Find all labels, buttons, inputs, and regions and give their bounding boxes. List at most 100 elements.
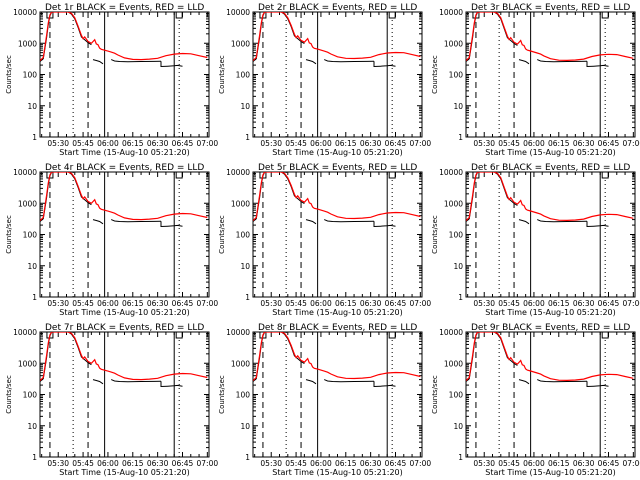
events-series-segment [373, 61, 396, 68]
x-tick-label: 05:45 [72, 299, 94, 308]
y-tick-label: 10000 [13, 168, 37, 177]
y-axis-title: Counts/sec [218, 55, 226, 94]
panel-title: Det 4r BLACK = Events, RED = LLD [45, 163, 204, 173]
panel-1: Det 1r BLACK = Events, RED = LLD 1 10 100 10… [5, 3, 218, 157]
x-axis-title: Start Time (15-Aug-10 05:21:20) [485, 148, 616, 157]
lld-series-line [466, 332, 634, 382]
panel-4: Det 4r BLACK = Events, RED = LLD 1 10 100 10… [5, 163, 218, 317]
top-marker [388, 171, 396, 179]
y-axis-title: Counts/sec [5, 375, 13, 414]
top-marker [601, 171, 609, 179]
x-axis-title: Start Time (15-Aug-10 05:21:20) [485, 468, 616, 477]
x-tick-label: 06:15 [122, 459, 144, 468]
x-tick-label: 05:30 [260, 459, 282, 468]
lld-series-line [253, 172, 421, 221]
y-tick-label: 1000 [18, 199, 37, 208]
events-series-line [466, 172, 518, 222]
x-tick-label: 05:30 [473, 139, 495, 148]
panel-5: Det 5r BLACK = Events, RED = LLD 1 10 100 10… [218, 163, 431, 317]
events-series-line [466, 332, 518, 382]
y-tick-label: 1 [458, 453, 463, 462]
y-axis-title: Counts/sec [5, 215, 13, 254]
x-tick-label: 06:30 [147, 459, 169, 468]
x-tick-label: 07:00 [197, 299, 219, 308]
x-tick-label: 06:45 [385, 459, 407, 468]
lld-series-line [466, 172, 634, 222]
x-tick-label: 05:30 [260, 139, 282, 148]
top-marker [388, 331, 396, 339]
plot-data [40, 332, 208, 388]
events-series-segment [586, 61, 609, 68]
y-tick-label: 1 [458, 293, 463, 302]
events-series-segment [537, 219, 588, 223]
x-tick-label: 05:30 [47, 299, 69, 308]
events-series-segment [160, 381, 183, 388]
x-tick-label: 06:30 [573, 459, 595, 468]
x-axis-title: Start Time (15-Aug-10 05:21:20) [272, 308, 403, 317]
y-tick-label: 1000 [231, 39, 250, 48]
x-tick-label: 06:00 [523, 459, 545, 468]
plot-frame [465, 11, 636, 138]
lld-series-line [466, 12, 634, 62]
plot-data [466, 12, 634, 68]
x-tick-label: 05:45 [498, 459, 520, 468]
x-axis-title: Start Time (15-Aug-10 05:21:20) [272, 148, 403, 157]
panel-title: Det 2r BLACK = Events, RED = LLD [258, 3, 417, 13]
x-axis-title: Start Time (15-Aug-10 05:21:20) [59, 468, 190, 477]
x-tick-label: 05:30 [473, 459, 495, 468]
y-tick-label: 10000 [439, 168, 463, 177]
events-series-segment [305, 59, 317, 65]
y-tick-label: 1000 [18, 39, 37, 48]
y-axis-title: Counts/sec [5, 55, 13, 94]
y-tick-label: 1 [245, 133, 250, 142]
plot-data [40, 12, 208, 68]
events-series-segment [160, 221, 183, 228]
x-tick-label: 06:00 [310, 459, 332, 468]
panel-title: Det 1r BLACK = Events, RED = LLD [45, 3, 204, 13]
x-tick-label: 05:45 [498, 139, 520, 148]
y-tick-label: 10 [453, 102, 463, 111]
y-tick-label: 10000 [13, 8, 37, 17]
y-tick-label: 10000 [439, 8, 463, 17]
x-tick-label: 06:30 [147, 299, 169, 308]
y-tick-label: 1 [245, 453, 250, 462]
x-tick-label: 06:00 [310, 139, 332, 148]
plot-data [253, 172, 421, 228]
x-tick-label: 06:00 [97, 459, 119, 468]
y-tick-label: 10000 [226, 328, 250, 337]
y-tick-label: 1000 [444, 199, 463, 208]
top-marker [388, 11, 396, 19]
x-tick-label: 07:00 [410, 459, 432, 468]
y-tick-label: 100 [449, 391, 464, 400]
y-tick-label: 100 [449, 71, 464, 80]
lld-series-line [253, 332, 421, 381]
x-tick-label: 06:30 [147, 139, 169, 148]
x-tick-label: 05:30 [47, 139, 69, 148]
x-tick-label: 06:30 [360, 139, 382, 148]
y-axis-title: Counts/sec [431, 375, 439, 414]
y-tick-label: 10 [240, 102, 250, 111]
plot-frame [39, 11, 210, 138]
x-tick-label: 07:00 [410, 299, 432, 308]
lld-series-line [40, 172, 208, 221]
plot-data [253, 12, 421, 68]
y-tick-label: 100 [23, 71, 38, 80]
x-tick-label: 06:45 [598, 139, 620, 148]
y-tick-label: 100 [236, 71, 251, 80]
x-tick-label: 06:30 [360, 299, 382, 308]
events-series-segment [111, 219, 162, 223]
x-tick-label: 06:45 [172, 459, 194, 468]
x-tick-label: 06:15 [122, 299, 144, 308]
events-series-line [466, 12, 518, 62]
x-tick-label: 06:00 [523, 299, 545, 308]
x-tick-label: 06:00 [97, 139, 119, 148]
x-tick-label: 06:30 [573, 299, 595, 308]
y-tick-label: 100 [449, 231, 464, 240]
top-marker [601, 331, 609, 339]
plot-frame [465, 331, 636, 458]
panel-9: Det 9r BLACK = Events, RED = LLD 1 10 100 10… [431, 323, 640, 477]
x-tick-label: 05:45 [72, 139, 94, 148]
panel-title: Det 6r BLACK = Events, RED = LLD [471, 163, 630, 173]
y-tick-label: 1000 [444, 39, 463, 48]
y-tick-label: 1 [32, 293, 37, 302]
